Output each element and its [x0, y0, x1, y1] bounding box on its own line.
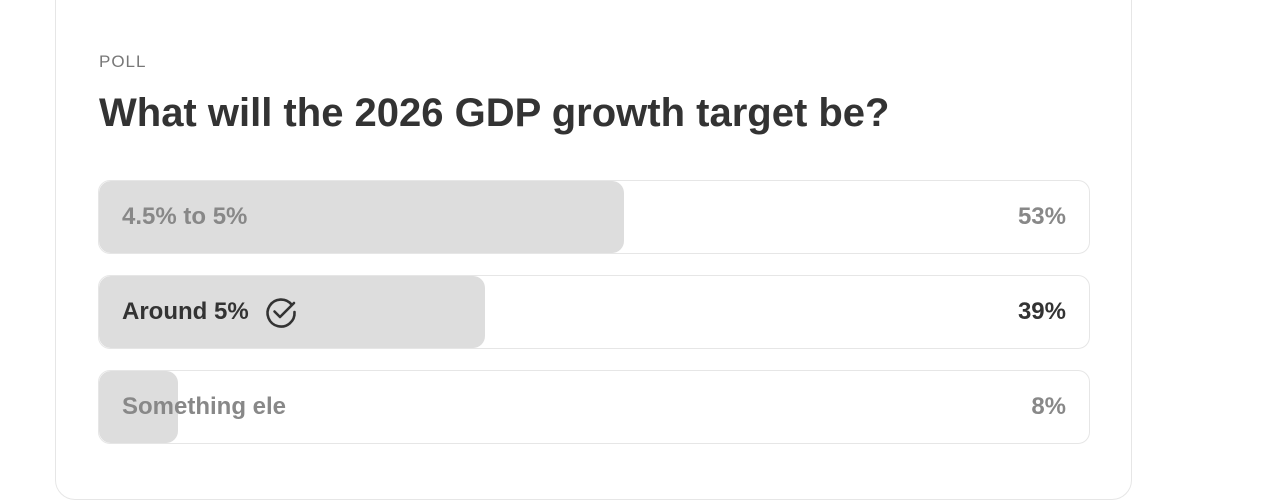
option-percent: 53%	[1017, 203, 1066, 230]
option-label: 4.5% to 5%	[122, 203, 248, 230]
option-label-wrap: 4.5% to 5%	[122, 181, 247, 253]
check-circle-icon	[263, 294, 299, 330]
poll-question: What will the 2026 GDP growth target be?	[99, 91, 890, 135]
poll-option-something-else[interactable]: Something ele 8%	[98, 370, 1090, 444]
poll-option-4-5-to-5[interactable]: 4.5% to 5% 53%	[98, 180, 1090, 254]
option-result-bar	[99, 276, 486, 348]
poll-option-around-5[interactable]: Around 5% 39%	[98, 275, 1090, 349]
option-result-bar	[99, 181, 624, 253]
option-label: Around 5%	[122, 298, 249, 325]
option-percent: 39%	[1017, 298, 1066, 325]
poll-options: 4.5% to 5% 53% Around 5% 39% Something e…	[98, 180, 1090, 465]
option-percent: 8%	[1031, 393, 1066, 420]
option-label-wrap: Around 5%	[122, 276, 299, 348]
poll-label: POLL	[99, 52, 147, 71]
option-label-wrap: Something ele	[122, 371, 286, 443]
option-result-bar	[99, 371, 179, 443]
option-label: Something ele	[122, 393, 287, 420]
